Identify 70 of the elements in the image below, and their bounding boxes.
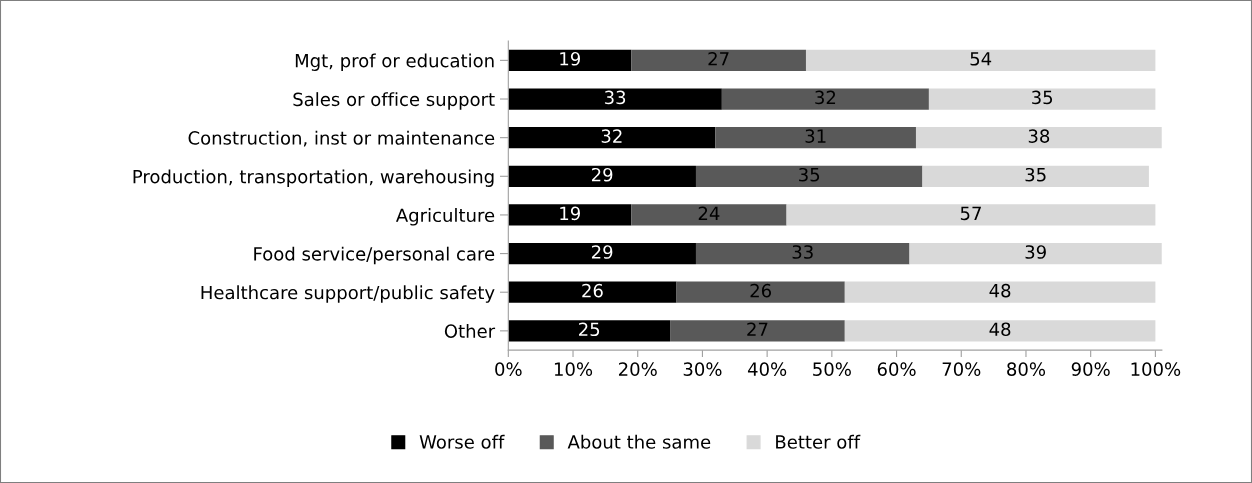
bar [676,281,845,303]
y-tick-label: Food service/personal care [254,246,495,265]
legend-label: Better off [776,434,861,449]
data-label: 31 [805,129,826,143]
bar [631,49,806,71]
data-label: 19 [560,51,580,66]
bar [805,49,1156,71]
data-label: 25 [579,322,600,337]
bar [695,242,910,265]
bar [909,242,1162,265]
data-label: 35 [1025,167,1046,182]
data-label: 39 [1025,245,1046,259]
data-label: 57 [960,206,981,221]
data-label: 32 [601,129,622,143]
data-label: 26 [750,283,772,298]
data-label: 29 [591,245,613,259]
bar [508,242,696,265]
x-tick-label: 100% [1131,362,1181,376]
x-tick-label: 20% [618,362,657,376]
bar [508,127,716,149]
x-tick-label: 50% [813,362,851,376]
data-label: 26 [582,283,603,298]
x-tick-label: 70% [942,362,981,376]
data-label: 33 [792,245,813,259]
data-label: 32 [815,90,836,105]
data-label: 38 [1028,129,1050,143]
bar [508,165,696,187]
y-tick-label: Sales or office support [293,92,495,110]
bar [922,165,1149,187]
x-tick-label: 60% [877,362,916,376]
bar [786,204,1156,226]
y-tick-label: Production, transportation, warehousing [133,169,494,187]
bar [508,49,632,71]
y-tick-label: Construction, inst or maintenance [188,130,495,147]
bar [508,281,677,303]
data-label: 27 [747,322,768,336]
data-label: 48 [989,322,1011,337]
bar [915,127,1162,149]
bar [695,165,923,187]
data-label: 33 [604,90,626,105]
bar [715,127,916,149]
y-tick-label: Mgt, prof or education [295,53,494,71]
bar [508,204,632,226]
bar [508,320,671,342]
data-label: 19 [560,206,580,221]
data-label: 48 [989,283,1011,298]
data-label: 27 [708,51,729,66]
data-label: 35 [799,167,820,182]
data-label: 29 [591,167,613,182]
y-tick-label: Other [444,324,496,338]
y-tick-label: Agriculture [395,208,495,226]
x-tick-label: 10% [554,362,593,376]
x-tick-label: 40% [747,362,787,376]
data-label: 35 [1032,90,1053,105]
bar [844,320,1156,342]
legend-label: About the same [567,434,711,449]
x-tick-label: 0% [495,362,522,376]
x-tick-label: 30% [683,362,722,376]
bar [721,88,929,110]
data-label: 54 [970,52,992,66]
bar [631,204,787,226]
bar [844,281,1156,303]
x-tick-label: 80% [1007,362,1046,376]
y-tick-label: Healthcare support/public safety [201,285,495,303]
bar [928,88,1156,110]
legend-label: Worse off [419,434,505,449]
data-label: 24 [698,206,720,220]
x-tick-label: 90% [1071,362,1110,376]
bar [508,88,722,110]
bar [670,320,845,342]
